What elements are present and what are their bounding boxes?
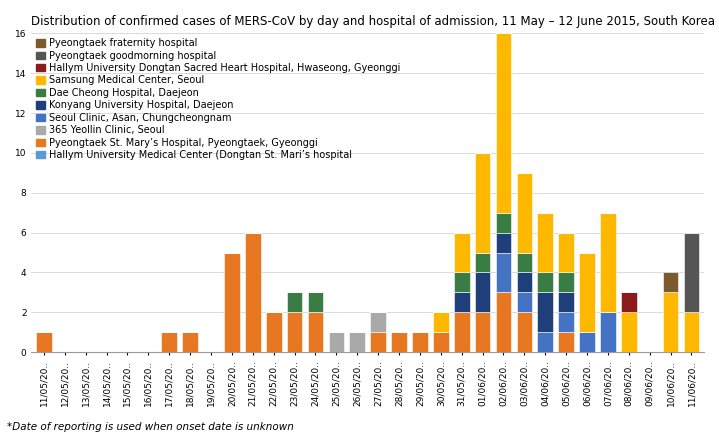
Bar: [537, 332, 553, 352]
Bar: [266, 312, 282, 352]
Bar: [558, 273, 574, 293]
Bar: [349, 332, 365, 352]
Bar: [580, 332, 595, 352]
Bar: [454, 233, 470, 273]
Bar: [495, 213, 511, 233]
Bar: [224, 253, 239, 352]
Bar: [663, 273, 679, 293]
Bar: [308, 312, 324, 352]
Bar: [684, 312, 700, 352]
Bar: [36, 332, 52, 352]
Bar: [621, 293, 636, 312]
Bar: [370, 312, 386, 332]
Bar: [537, 213, 553, 273]
Text: *Date of reporting is used when onset date is unknown: *Date of reporting is used when onset da…: [7, 422, 294, 432]
Bar: [558, 312, 574, 332]
Bar: [433, 312, 449, 332]
Bar: [621, 312, 636, 352]
Bar: [475, 153, 490, 253]
Bar: [558, 293, 574, 312]
Legend: Pyeongtaek fraternity hospital, Pyeongtaek goodmorning hospital, Hallym Universi: Pyeongtaek fraternity hospital, Pyeongta…: [36, 38, 400, 160]
Bar: [558, 332, 574, 352]
Bar: [454, 273, 470, 293]
Text: Distribution of confirmed cases of MERS-CoV by day and hospital of admission, 11: Distribution of confirmed cases of MERS-…: [32, 15, 719, 28]
Bar: [475, 253, 490, 273]
Bar: [329, 332, 344, 352]
Bar: [516, 273, 532, 293]
Bar: [287, 293, 303, 312]
Bar: [663, 293, 679, 352]
Bar: [516, 173, 532, 253]
Bar: [537, 293, 553, 332]
Bar: [495, 253, 511, 293]
Bar: [475, 312, 490, 352]
Bar: [495, 233, 511, 253]
Bar: [600, 213, 615, 312]
Bar: [412, 332, 428, 352]
Bar: [600, 312, 615, 352]
Bar: [580, 253, 595, 332]
Bar: [287, 312, 303, 352]
Bar: [495, 33, 511, 213]
Bar: [516, 253, 532, 273]
Bar: [183, 332, 198, 352]
Bar: [537, 273, 553, 293]
Bar: [454, 293, 470, 312]
Bar: [454, 312, 470, 352]
Bar: [684, 233, 700, 312]
Bar: [391, 332, 407, 352]
Bar: [245, 233, 260, 352]
Bar: [370, 332, 386, 352]
Bar: [308, 293, 324, 312]
Bar: [516, 312, 532, 352]
Bar: [516, 293, 532, 312]
Bar: [433, 332, 449, 352]
Bar: [558, 233, 574, 273]
Bar: [161, 332, 177, 352]
Bar: [495, 293, 511, 352]
Bar: [475, 273, 490, 312]
